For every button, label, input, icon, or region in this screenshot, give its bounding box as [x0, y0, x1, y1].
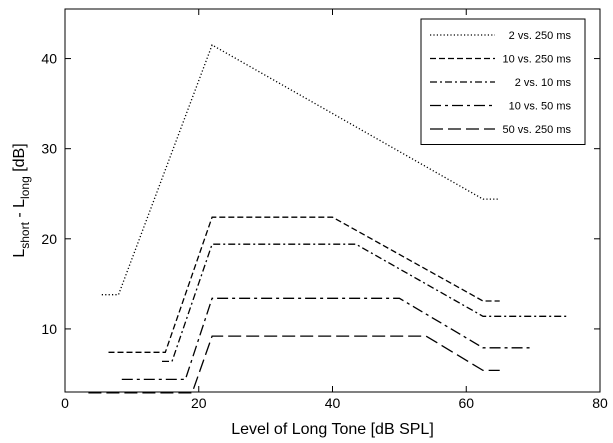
x-tick-label: 0 [61, 395, 69, 411]
y-tick-label: 10 [41, 321, 57, 337]
series-lines [88, 44, 567, 394]
legend-item: 2 vs. 250 ms [430, 30, 571, 42]
series-line-1 [101, 44, 500, 296]
y-axis-title-unit: [dB] [11, 143, 28, 176]
legend-label: 10 vs. 50 ms [509, 101, 572, 113]
legend-label: 50 vs. 250 ms [503, 124, 572, 136]
series-line-2 [108, 216, 500, 353]
y-tick-label: 30 [41, 141, 57, 157]
legend-item: 10 vs. 250 ms [430, 54, 571, 66]
y-axis-title-sub2: long [18, 176, 32, 199]
series-line-3 [162, 243, 567, 363]
y-axis-title-mid: - L [11, 199, 28, 222]
x-tick-label: 40 [325, 395, 341, 411]
y-axis-title-sub1: short [18, 221, 32, 248]
y-tick-label: 20 [41, 231, 57, 247]
x-axis-title: Level of Long Tone [dB SPL] [231, 421, 434, 438]
legend-item: 10 vs. 50 ms [430, 101, 571, 113]
legend-item: 50 vs. 250 ms [430, 124, 571, 136]
y-axis-title-base1: L [11, 249, 28, 258]
legend-item: 2 vs. 10 ms [430, 77, 571, 89]
y-axis-title: Lshort - Llong [dB] [11, 143, 32, 257]
legend-label: 2 vs. 10 ms [515, 77, 572, 89]
x-tick-label: 20 [191, 395, 207, 411]
y-tick-label: 40 [41, 51, 57, 67]
legend: 2 vs. 250 ms 10 vs. 250 ms 2 vs. 10 ms 10 v… [420, 18, 586, 145]
legend-label: 10 vs. 250 ms [503, 54, 572, 66]
legend-label: 2 vs. 250 ms [509, 30, 572, 42]
x-tick-label: 80 [592, 395, 608, 411]
x-tick-label: 60 [458, 395, 474, 411]
series-line-4 [121, 297, 534, 381]
series-line-5 [88, 335, 500, 394]
axis-ticks: 0 20 40 60 80 10 20 30 40 [41, 9, 608, 411]
